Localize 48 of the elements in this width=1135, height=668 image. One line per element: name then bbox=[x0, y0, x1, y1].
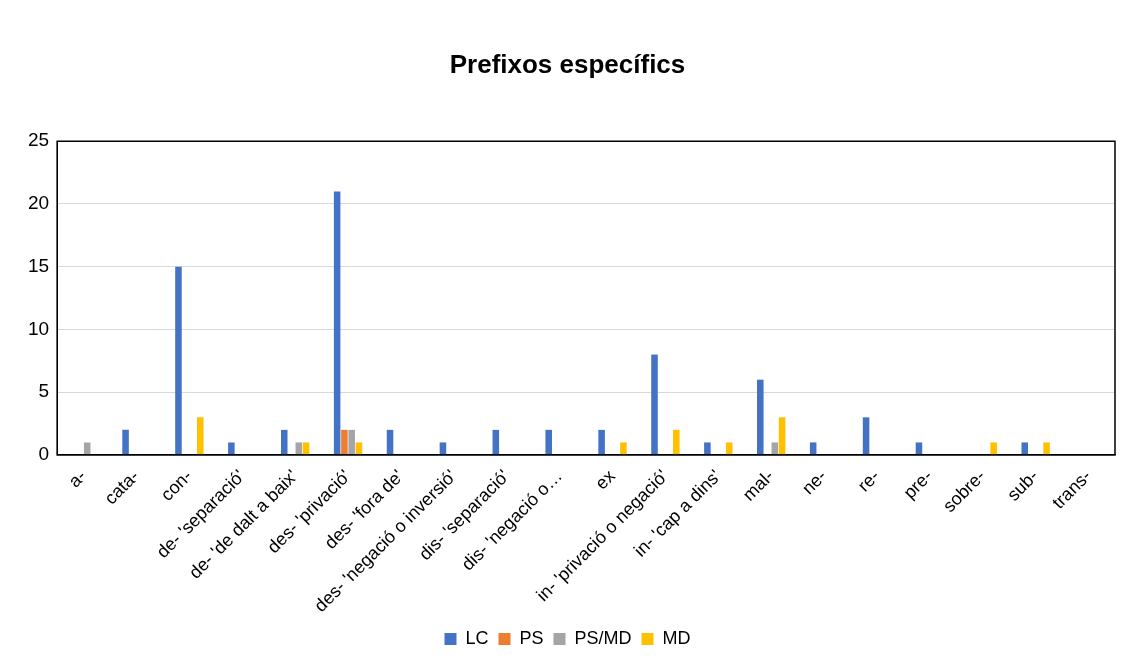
x-tick-label: sub- bbox=[1003, 465, 1043, 505]
bar bbox=[197, 417, 204, 455]
bar bbox=[333, 191, 341, 455]
bar bbox=[651, 354, 658, 455]
bar bbox=[175, 266, 182, 455]
x-tick-label: cata- bbox=[100, 465, 143, 509]
bar bbox=[1021, 442, 1029, 455]
bar bbox=[990, 442, 997, 455]
bar bbox=[439, 442, 447, 455]
y-tick-label: 5 bbox=[38, 380, 50, 402]
bar bbox=[915, 442, 923, 455]
x-tick-label: ne- bbox=[797, 465, 831, 499]
legend-label: PS/MD bbox=[574, 627, 632, 648]
y-tick-label: 10 bbox=[27, 317, 50, 339]
bar bbox=[778, 417, 786, 455]
bar bbox=[295, 442, 303, 455]
bar bbox=[348, 429, 355, 455]
bar bbox=[302, 442, 310, 455]
bar bbox=[341, 429, 348, 455]
bar bbox=[83, 442, 91, 455]
x-tick-label: mal- bbox=[738, 465, 778, 505]
bar bbox=[355, 442, 363, 455]
x-tick-label: re- bbox=[853, 465, 884, 496]
bar bbox=[620, 442, 627, 455]
legend-label: LC bbox=[465, 627, 489, 648]
bar bbox=[704, 442, 711, 455]
bar bbox=[280, 429, 288, 455]
bar bbox=[673, 429, 680, 455]
chart-title: Prefixos específics bbox=[449, 48, 686, 79]
y-tick-label: 20 bbox=[27, 192, 50, 214]
y-tick-label: 15 bbox=[27, 254, 50, 276]
bar bbox=[757, 379, 764, 455]
bar bbox=[122, 429, 129, 455]
x-tick-label: a- bbox=[64, 465, 90, 492]
bar bbox=[228, 442, 235, 455]
bar bbox=[725, 442, 733, 455]
legend-label: PS bbox=[519, 627, 544, 648]
legend-label: MD bbox=[662, 627, 691, 648]
y-tick-label: 25 bbox=[27, 129, 50, 151]
bar bbox=[862, 417, 870, 455]
x-tick-label: pre- bbox=[899, 465, 937, 503]
x-tick-label: ex bbox=[591, 465, 619, 494]
bar bbox=[771, 442, 779, 455]
bar bbox=[1043, 442, 1050, 455]
bar bbox=[598, 429, 605, 455]
y-tick-label: 0 bbox=[38, 443, 50, 465]
bar bbox=[809, 442, 817, 455]
bar bbox=[545, 429, 552, 455]
